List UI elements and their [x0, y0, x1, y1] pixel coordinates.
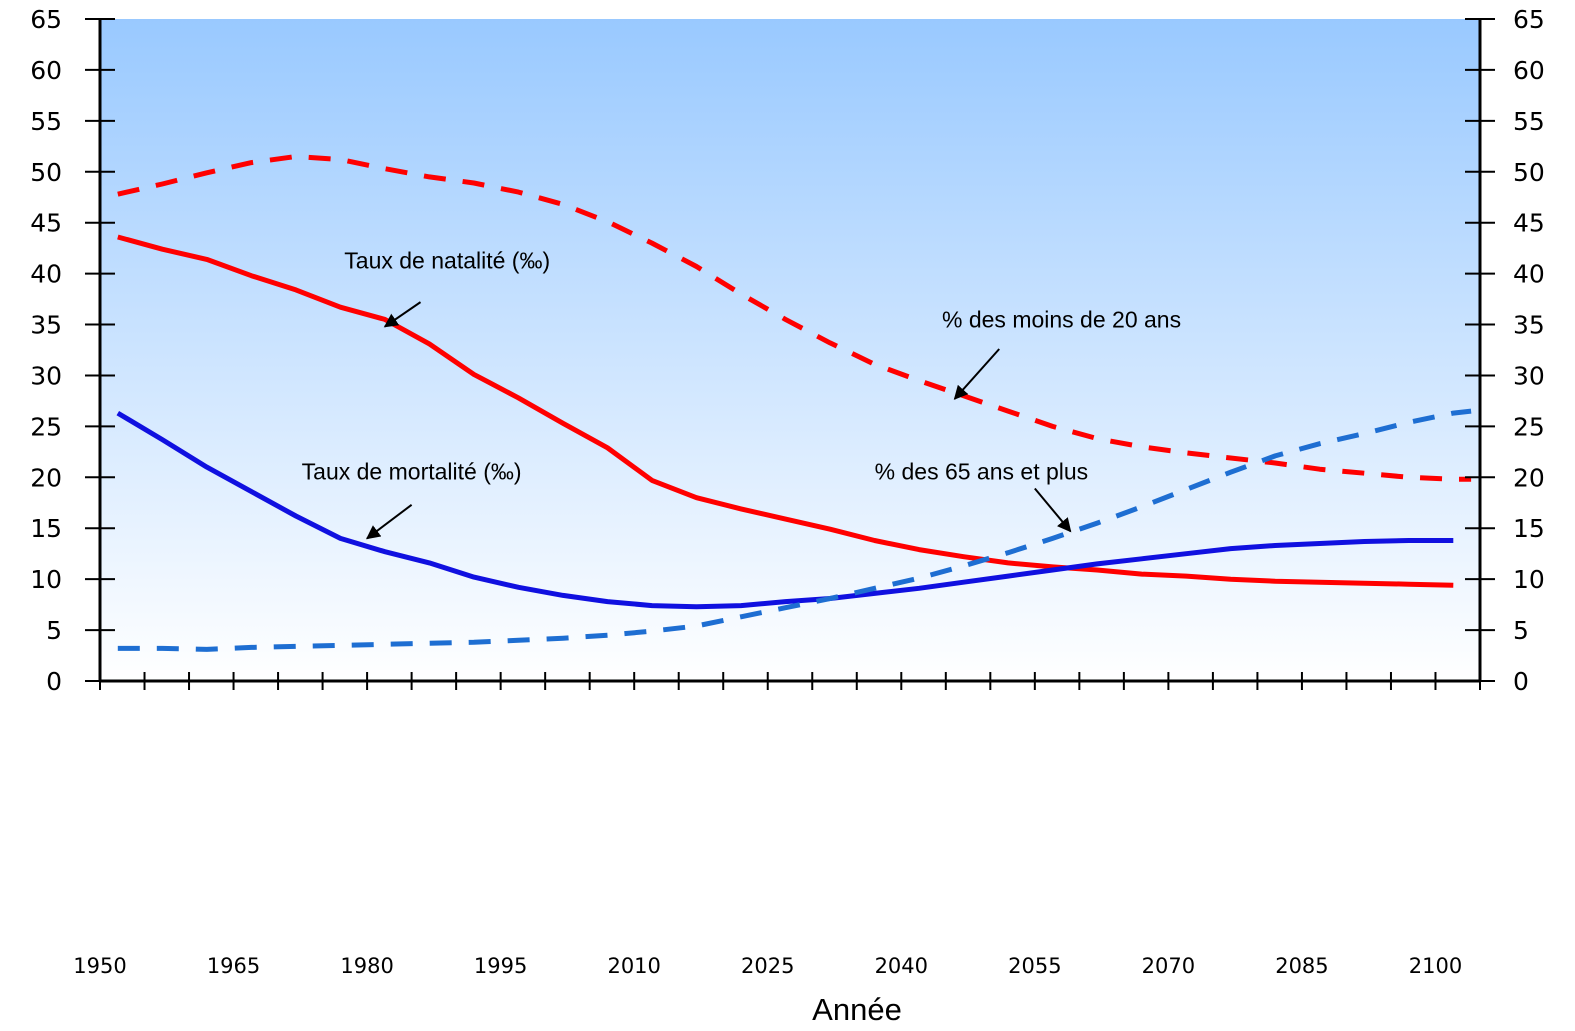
x-tick-label: 1950 [73, 954, 126, 978]
x-tick-label: 2040 [875, 954, 928, 978]
x-axis-title: Année [812, 992, 902, 1027]
x-tick-label: 2100 [1409, 954, 1462, 978]
y-tick-label-right: 30 [1513, 361, 1545, 390]
annotation-arrow [953, 348, 1000, 400]
x-tick-label: 2085 [1275, 954, 1328, 978]
y-tick-label-right: 10 [1513, 565, 1545, 594]
y-tick-label-right: 15 [1513, 514, 1545, 543]
x-tick-label: 2055 [1008, 954, 1061, 978]
annotation-layer: Taux de natalité (‰) Taux de mortalité (‰… [302, 248, 1181, 540]
y-tick-label-right: 65 [1513, 5, 1545, 34]
x-tick-label: 2070 [1142, 954, 1195, 978]
y-tick-label-left: 40 [30, 260, 62, 289]
annotation-label: Taux de natalité (‰) [344, 248, 550, 274]
y-tick-label-right: 20 [1513, 463, 1545, 492]
x-tick-label: 1965 [207, 954, 260, 978]
x-tick-label: 1980 [340, 954, 393, 978]
y-tick-label-left: 5 [46, 616, 62, 645]
series-line-moins20 [117, 154, 1472, 482]
y-tick-label-right: 60 [1513, 56, 1545, 85]
annotation-label: % des 65 ans et plus [875, 458, 1089, 484]
y-tick-label-left: 55 [30, 107, 62, 136]
y-tick-label-right: 5 [1513, 616, 1529, 645]
y-tick-label-left: 0 [46, 667, 62, 696]
y-tick-label-left: 65 [30, 5, 62, 34]
x-tick-label: 2025 [741, 954, 794, 978]
annotation-label: Taux de mortalité (‰) [302, 458, 522, 484]
y-tick-label-right: 45 [1513, 209, 1545, 238]
y-tick-label-left: 30 [30, 361, 62, 390]
series-line-natalite [117, 234, 1454, 588]
x-tick-label: 1995 [474, 954, 527, 978]
y-tick-label-right: 40 [1513, 260, 1545, 289]
series-line-plus65 [117, 408, 1472, 652]
y-tick-label-left: 25 [30, 412, 62, 441]
plot-area [100, 19, 1480, 681]
y-tick-label-left: 50 [30, 158, 62, 187]
y-tick-label-left: 10 [30, 565, 62, 594]
y-tick-label-right: 50 [1513, 158, 1545, 187]
series-line-mortalite [116, 410, 1454, 610]
annotation-arrow [383, 301, 422, 328]
annotation-arrow [365, 504, 413, 540]
y-tick-label-left: 45 [30, 209, 62, 238]
y-tick-label-left: 15 [30, 514, 62, 543]
y-tick-label-left: 20 [30, 463, 62, 492]
annotation-label: % des moins de 20 ans [942, 307, 1181, 333]
y-tick-label-right: 35 [1513, 311, 1545, 340]
y-tick-label-left: 35 [30, 311, 62, 340]
series-layer [116, 154, 1472, 652]
y-tick-label-right: 55 [1513, 107, 1545, 136]
y-tick-label-right: 25 [1513, 412, 1545, 441]
y-tick-label-left: 60 [30, 56, 62, 85]
y-tick-label-right: 0 [1513, 667, 1529, 696]
x-tick-label: 2010 [607, 954, 660, 978]
annotation-arrow [1034, 487, 1072, 533]
